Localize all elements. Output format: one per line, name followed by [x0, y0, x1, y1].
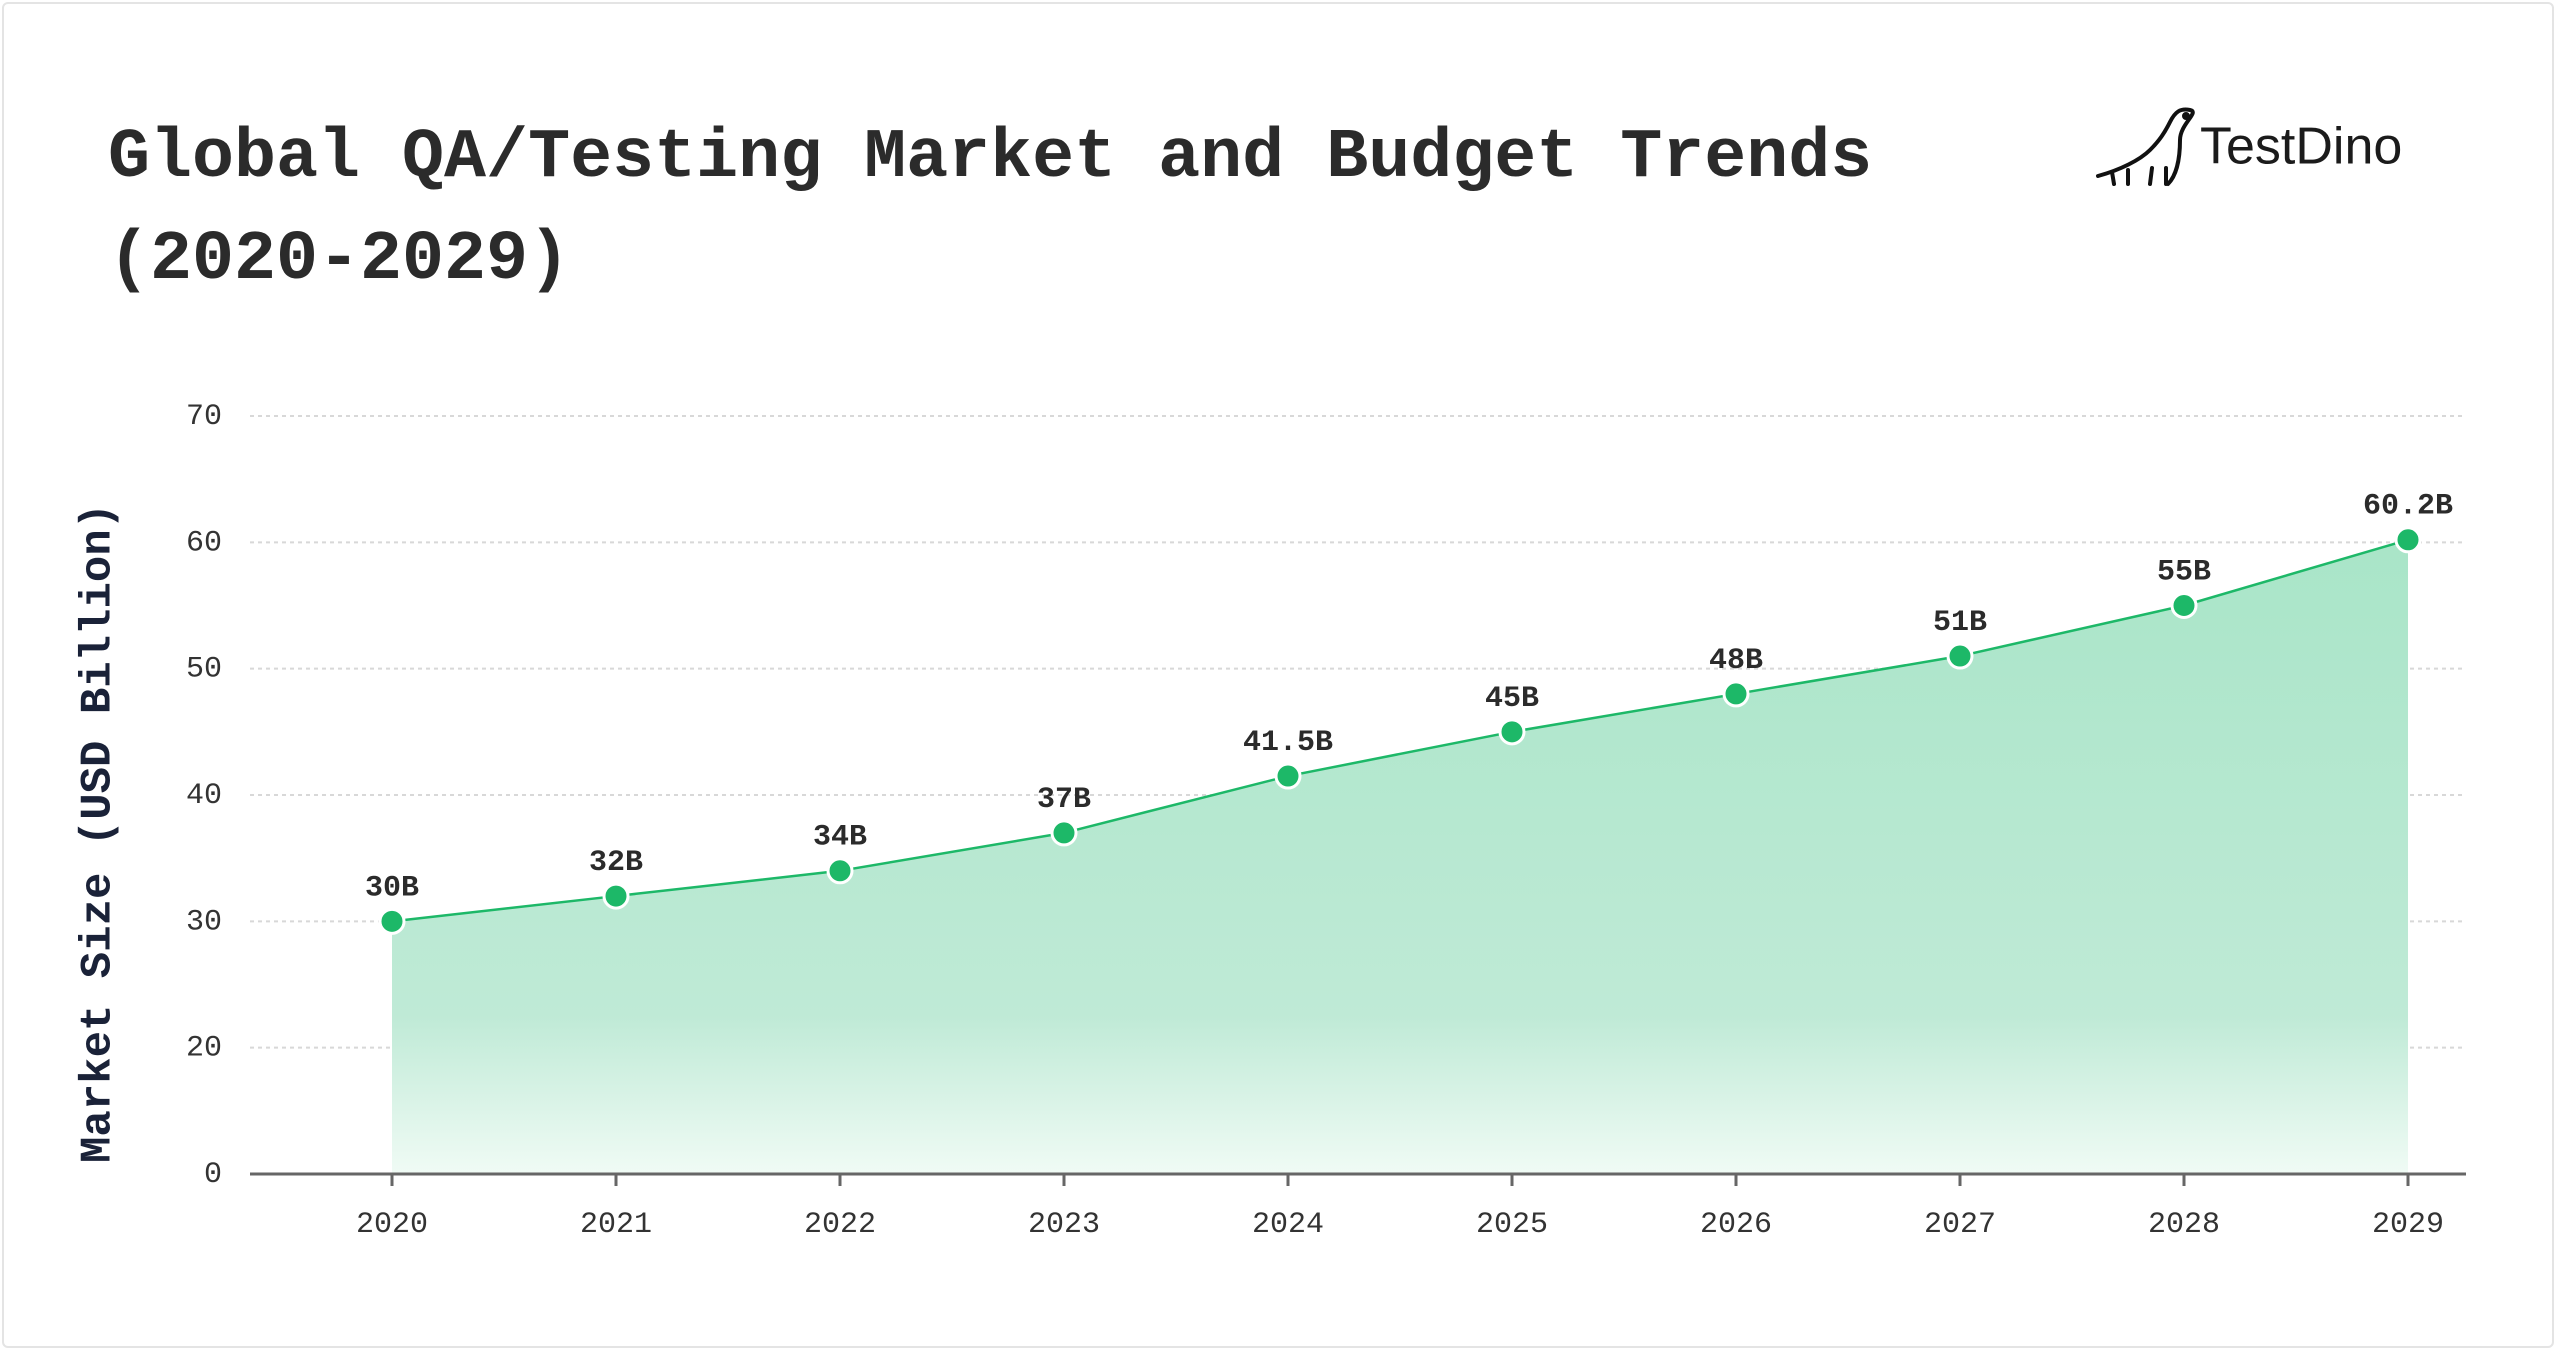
- y-tick-label: 0: [204, 1158, 222, 1192]
- point: [602, 882, 630, 910]
- value-label: 30B: [365, 871, 419, 905]
- y-tick-label: 40: [186, 779, 222, 813]
- point: [1274, 762, 1302, 790]
- point: [826, 857, 854, 885]
- y-tick-label: 60: [186, 526, 222, 560]
- y-tick-label: 70: [186, 400, 222, 434]
- y-tick-label: 20: [186, 1032, 222, 1066]
- value-label: 60.2B: [2363, 490, 2453, 524]
- point: [1498, 718, 1526, 746]
- value-label: 48B: [1709, 644, 1763, 678]
- chart-title: Global QA/Testing Market and Budget Tren…: [108, 119, 1873, 300]
- value-label: 55B: [2157, 555, 2211, 589]
- value-label: 41.5B: [1243, 726, 1333, 760]
- value-label: 51B: [1933, 606, 1987, 640]
- point: [1946, 642, 1974, 670]
- point: [1050, 819, 1078, 847]
- x-tick-label: 2023: [1028, 1208, 1100, 1242]
- x-tick-label: 2025: [1476, 1208, 1548, 1242]
- point: [1722, 680, 1750, 708]
- y-axis-label: Market Size (USD Billion): [74, 503, 124, 1163]
- x-tick-label: 2026: [1700, 1208, 1772, 1242]
- value-label: 34B: [813, 821, 867, 855]
- brand: TestDino: [2200, 118, 2402, 176]
- x-tick-label: 2029: [2372, 1208, 2444, 1242]
- y-tick-label: 50: [186, 653, 222, 687]
- value-label: 37B: [1037, 783, 1091, 817]
- x-tick-label: 2020: [356, 1208, 428, 1242]
- x-tick-label: 2027: [1924, 1208, 1996, 1242]
- point: [2394, 526, 2422, 554]
- logo-icon: [2096, 107, 2195, 186]
- x-tick-label: 2021: [580, 1208, 652, 1242]
- value-label: 45B: [1485, 682, 1539, 716]
- y-tick-label: 30: [186, 905, 222, 939]
- x-tick-label: 2022: [804, 1208, 876, 1242]
- area: [392, 539, 2408, 1174]
- point: [2170, 592, 2198, 619]
- point: [378, 907, 406, 935]
- line: [391, 538, 2409, 923]
- x-tick-label: 2028: [2148, 1208, 2220, 1242]
- value-label: 32B: [589, 846, 643, 880]
- x-tick-label: 2024: [1252, 1208, 1324, 1242]
